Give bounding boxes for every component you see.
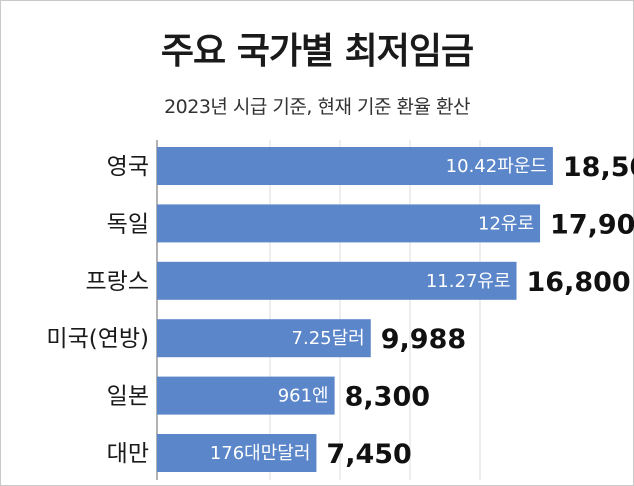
chart-subtitle: 2023년 시급 기준, 현재 기준 환율 환산: [164, 96, 470, 118]
grid-lines: [156, 140, 481, 480]
value-label: 9,988: [381, 324, 466, 355]
category-label: 대만: [107, 441, 149, 467]
chart-title: 주요 국가별 최저임금: [160, 31, 474, 72]
bar: [157, 147, 553, 185]
bar-inner-label: 176대만달러: [210, 443, 311, 464]
value-label: 8,300: [345, 382, 430, 413]
category-label: 영국: [107, 154, 149, 180]
category-label: 프랑스: [86, 269, 149, 295]
bar-inner-label: 7.25달러: [292, 328, 365, 349]
value-label: 16,800: [527, 267, 631, 298]
category-label: 일본: [107, 384, 149, 410]
value-label: 7,450: [326, 439, 411, 470]
value-label: 17,900: [550, 209, 634, 240]
bar: [157, 376, 335, 415]
value-label: 18,500원: [563, 152, 634, 183]
bar: [157, 319, 371, 358]
bar: [157, 204, 541, 243]
bar-inner-label: 11.27유로: [426, 271, 511, 292]
bar-inner-label: 12유로: [478, 213, 534, 234]
category-label: 독일: [107, 211, 149, 237]
bar: [157, 434, 317, 472]
bars: 영국 10.42파운드 18,500원독일 12유로 17,900 프랑스 11.27유로 1…: [46, 147, 634, 472]
bar-inner-label: 10.42파운드: [446, 156, 547, 177]
bar: [157, 261, 517, 300]
category-label: 미국(연방): [46, 326, 149, 352]
bar-inner-label: 961엔: [278, 386, 329, 407]
